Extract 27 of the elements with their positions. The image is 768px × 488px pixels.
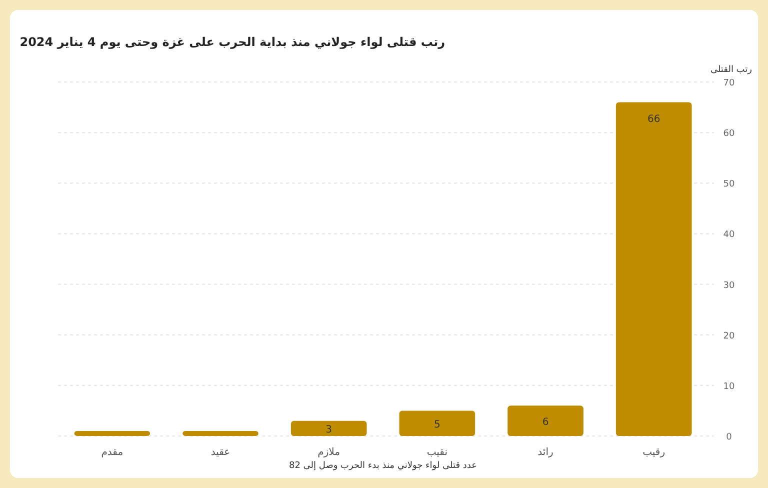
data-label: 66: [647, 114, 660, 126]
data-label: 5: [434, 419, 440, 430]
y-tick-label: 60: [723, 129, 735, 140]
bar: [290, 420, 367, 436]
bar: [182, 430, 258, 436]
y-tick-label: 70: [723, 78, 735, 88]
chart-title: رتب قتلى لواء جولاني منذ بداية الحرب على غزة وحتى يوم 4 يناير 2024: [20, 35, 446, 49]
x-tick-label: مقدم: [101, 447, 124, 458]
bar: [508, 406, 584, 436]
y-tick-label: 50: [723, 180, 735, 190]
y-tick-label: 10: [723, 382, 735, 392]
x-tick-label: رائد: [538, 447, 554, 458]
x-axis-title: عدد قتلى لواء جولاني منذ بدء الحرب وصل إلى 82: [288, 461, 478, 471]
y-tick-label: 40: [723, 230, 735, 240]
x-tick-label: نقيب: [426, 447, 448, 458]
y-tick-label: 20: [723, 331, 735, 342]
data-label: 3: [326, 424, 332, 436]
bar: [74, 430, 150, 436]
y-tick-label: 30: [723, 280, 735, 291]
x-tick-label: رقيب: [642, 447, 666, 458]
bar: [616, 102, 692, 436]
data-label: 6: [542, 416, 549, 428]
x-tick-label: عقيد: [210, 447, 230, 458]
y-tick-label: 0: [726, 432, 732, 442]
x-tick-label: ملازم: [318, 447, 340, 458]
bar: [399, 410, 476, 436]
y-axis-title: رتب القتلى: [710, 65, 752, 75]
